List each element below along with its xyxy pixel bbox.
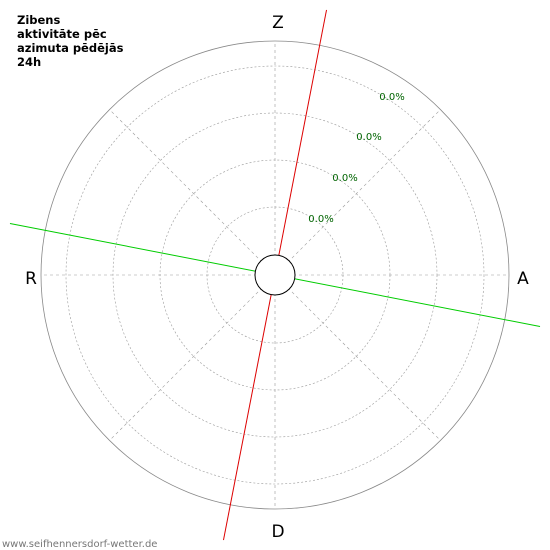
footer-url: www.seifhennersdorf-wetter.de bbox=[2, 539, 158, 550]
grid-ring-4 bbox=[65, 65, 485, 485]
polar-grid bbox=[40, 40, 510, 510]
direction-label-east: A bbox=[517, 269, 529, 289]
grid-spoke-315 bbox=[109, 109, 276, 276]
ring-label-1: 0.0% bbox=[308, 214, 333, 225]
ring-labels: 0.0% 0.0% 0.0% 0.0% bbox=[308, 92, 404, 225]
center-circle bbox=[254, 254, 296, 296]
grid-spoke-225 bbox=[109, 274, 276, 441]
ring-label-3: 0.0% bbox=[356, 132, 381, 143]
chart-title: Zibens aktivitāte pēc azimuta pēdējās 24… bbox=[17, 13, 124, 69]
direction-label-west: R bbox=[25, 269, 37, 289]
grid-spoke-45 bbox=[274, 109, 441, 276]
grid-spoke-135 bbox=[274, 274, 441, 441]
direction-label-south: D bbox=[271, 522, 284, 542]
ring-label-2: 0.0% bbox=[332, 173, 357, 184]
ring-label-4: 0.0% bbox=[379, 92, 404, 103]
direction-label-north: Z bbox=[272, 13, 284, 33]
outer-ring bbox=[40, 40, 510, 510]
